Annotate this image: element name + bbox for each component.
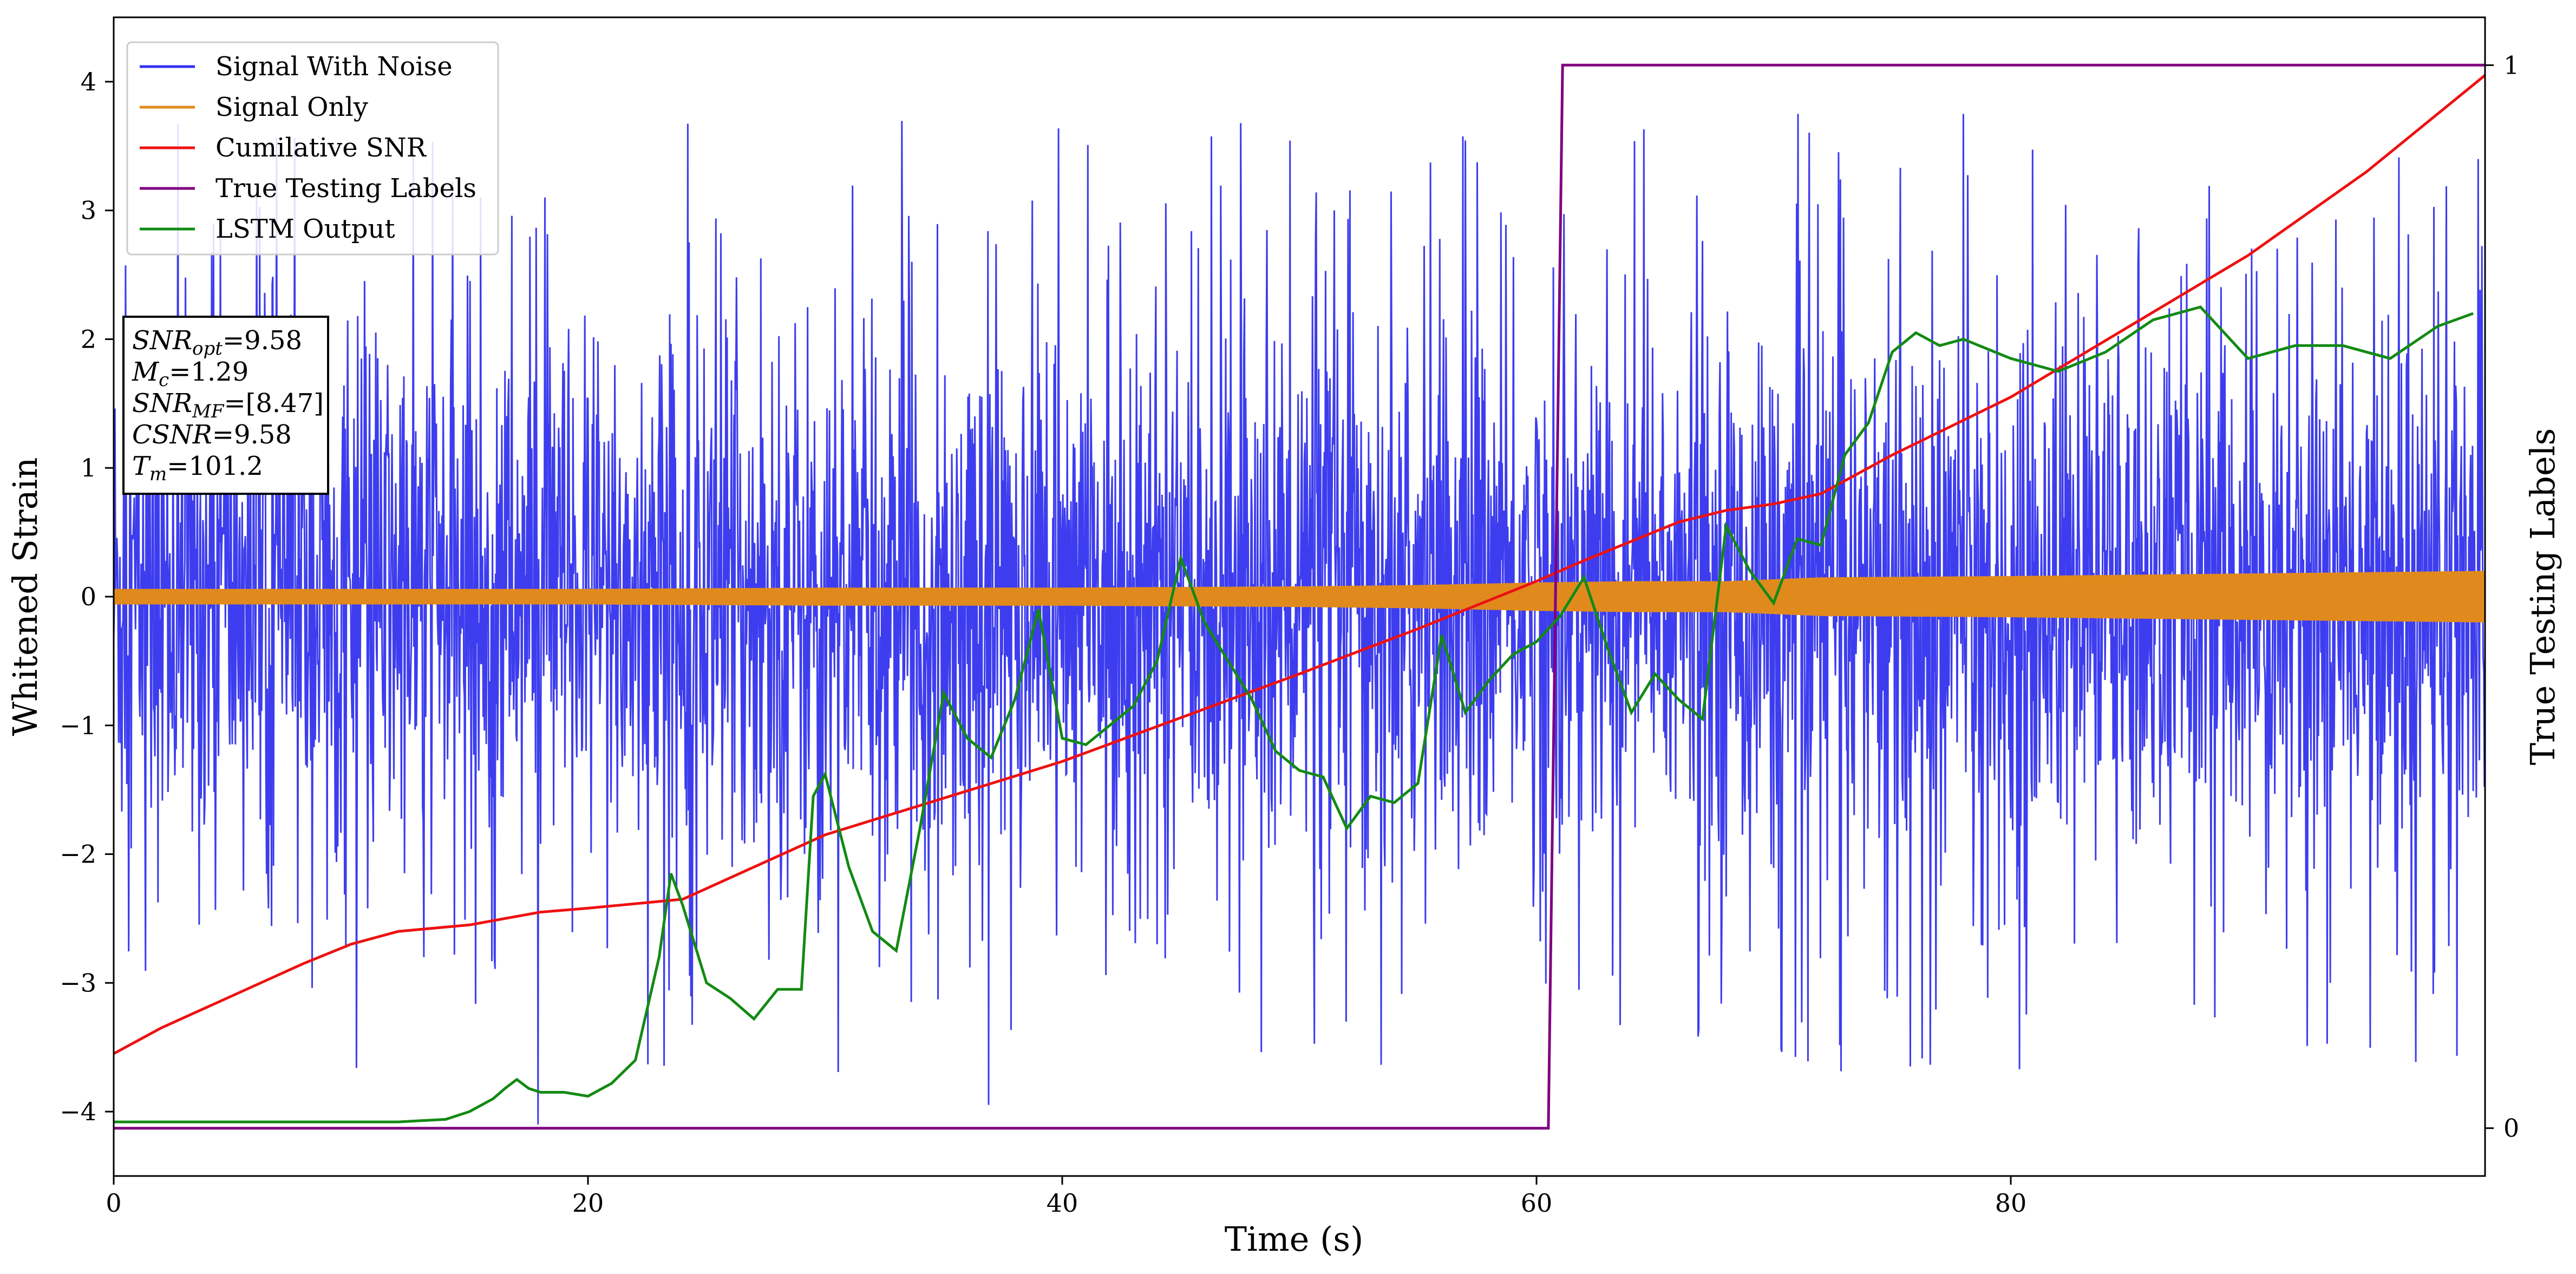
y-tick-label: 0 — [81, 582, 96, 611]
stats-box — [122, 316, 329, 495]
series-cumulative-snr-line — [114, 74, 2485, 1055]
stats-annotation-box: SNRopt=9.58Mc=1.29SNRMF=[8.47]CSNR=9.58T… — [122, 316, 329, 495]
legend-label-lstm-output: LSTM Output — [215, 214, 395, 244]
legend-label-cumulative-snr: Cumilative SNR — [215, 133, 427, 163]
legend: Signal With Noise Signal Only Cumilative… — [126, 41, 499, 256]
y2-tick-label: 1 — [2503, 50, 2519, 80]
x-tick-label: 20 — [572, 1188, 604, 1218]
y-tick-label: 4 — [81, 67, 96, 96]
y-tick-label: 1 — [81, 453, 96, 482]
y-axis-title: Whitened Strain — [5, 458, 45, 736]
y-tick-label: 3 — [81, 196, 96, 225]
y2-tick-label: 0 — [2503, 1114, 2519, 1143]
series-signal-only-line — [114, 571, 2485, 623]
stats-line: Tm=101.2 — [132, 451, 263, 485]
y2-axis-title: True Testing Labels — [2523, 428, 2562, 766]
stats-line: Mc=1.29 — [132, 357, 249, 391]
x-tick-label: 60 — [1521, 1188, 1553, 1218]
x-tick-label: 40 — [1047, 1188, 1078, 1218]
y-tick-label: −3 — [60, 968, 96, 997]
series-lstm-output-line — [114, 305, 2474, 1123]
y-tick-label: −2 — [60, 840, 96, 869]
stats-line: SNRopt=9.58 — [132, 325, 302, 360]
legend-label-true-testing-labels: True Testing Labels — [215, 173, 476, 204]
stats-line: CSNR=9.58 — [132, 420, 292, 450]
series-true-testing-labels-line — [114, 63, 2485, 1130]
legend-box — [126, 41, 499, 256]
stats-line: SNRMF=[8.47] — [132, 388, 324, 422]
y-tick-label: −1 — [60, 711, 96, 740]
legend-label-signal-only: Signal Only — [215, 92, 368, 122]
x-tick-label: 0 — [106, 1188, 121, 1218]
legend-label-signal-with-noise: Signal With Noise — [215, 51, 453, 82]
x-tick-label: 80 — [1995, 1188, 2027, 1218]
y-tick-label: 2 — [81, 324, 96, 354]
x-axis-title: Time (s) — [1225, 1219, 1364, 1259]
y-tick-label: −4 — [60, 1097, 96, 1126]
